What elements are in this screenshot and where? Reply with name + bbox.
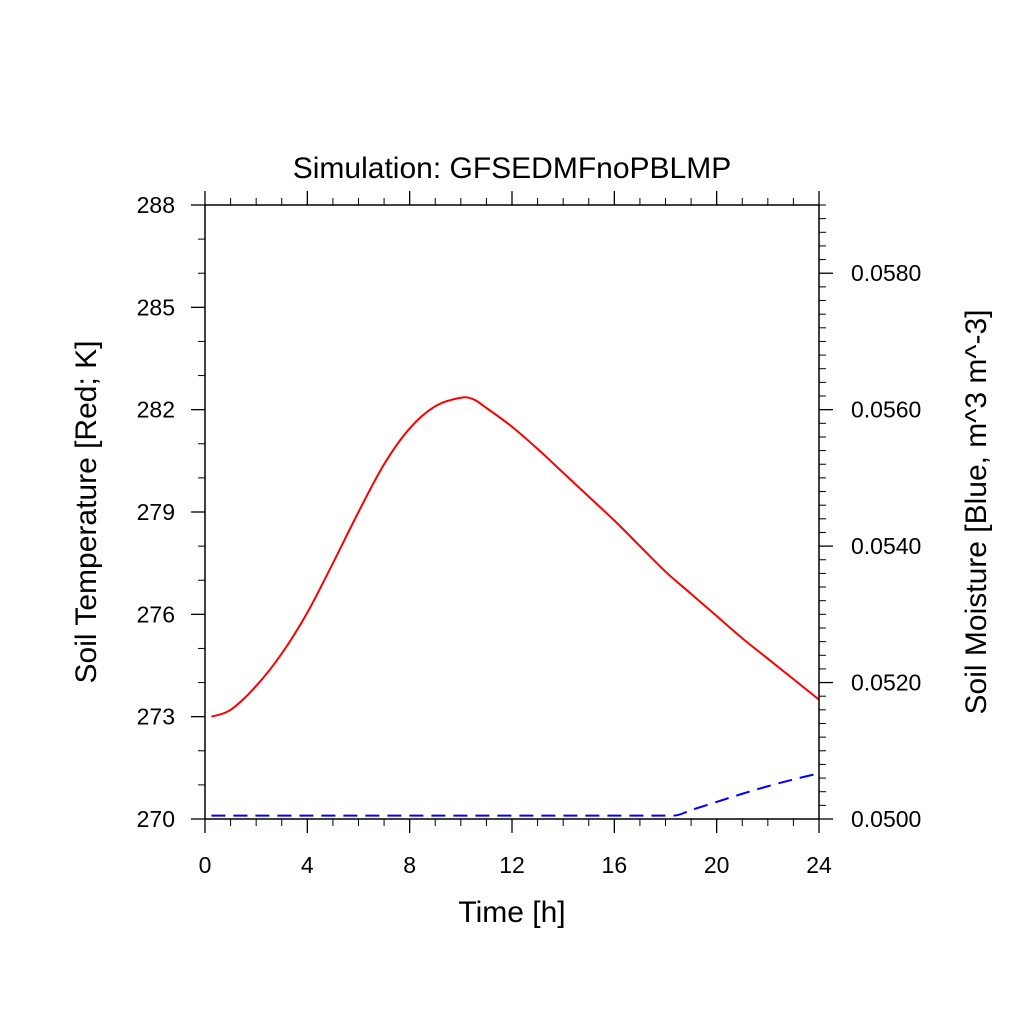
- soil-temperature-line: [211, 396, 820, 718]
- soil-moisture-line: [211, 772, 820, 817]
- y-left-tick-label: 282: [137, 397, 175, 423]
- x-tick-label: 24: [806, 852, 832, 878]
- y-right-tick-label: 0.0560: [851, 397, 921, 423]
- y-left-tick-label: 270: [137, 806, 175, 832]
- x-axis-label: Time [h]: [458, 896, 565, 929]
- y-axis-left-label: Soil Temperature [Red; K]: [70, 341, 103, 684]
- plot-frame: [204, 204, 820, 820]
- x-tick-label: 16: [602, 852, 628, 878]
- y-right-tick-label: 0.0500: [851, 806, 921, 832]
- y-left-tick-label: 273: [137, 704, 175, 730]
- y-left-tick-label: 288: [137, 192, 175, 218]
- x-tick-label: 4: [301, 852, 314, 878]
- x-tick-label: 12: [499, 852, 525, 878]
- y-axis-right-label: Soil Moisture [Blue, m^3 m^-3]: [960, 310, 993, 715]
- y-right-tick-label: 0.0580: [851, 260, 921, 286]
- x-tick-label: 8: [403, 852, 416, 878]
- x-tick-label: 20: [704, 852, 730, 878]
- y-left-tick-label: 285: [137, 294, 175, 320]
- chart-title: Simulation: GFSEDMFnoPBLMP: [293, 152, 731, 185]
- y-right-tick-label: 0.0540: [851, 533, 921, 559]
- y-right-tick-label: 0.0520: [851, 670, 921, 696]
- y-left-tick-label: 279: [137, 499, 175, 525]
- y-left-tick-label: 276: [137, 601, 175, 627]
- x-tick-label: 0: [199, 852, 212, 878]
